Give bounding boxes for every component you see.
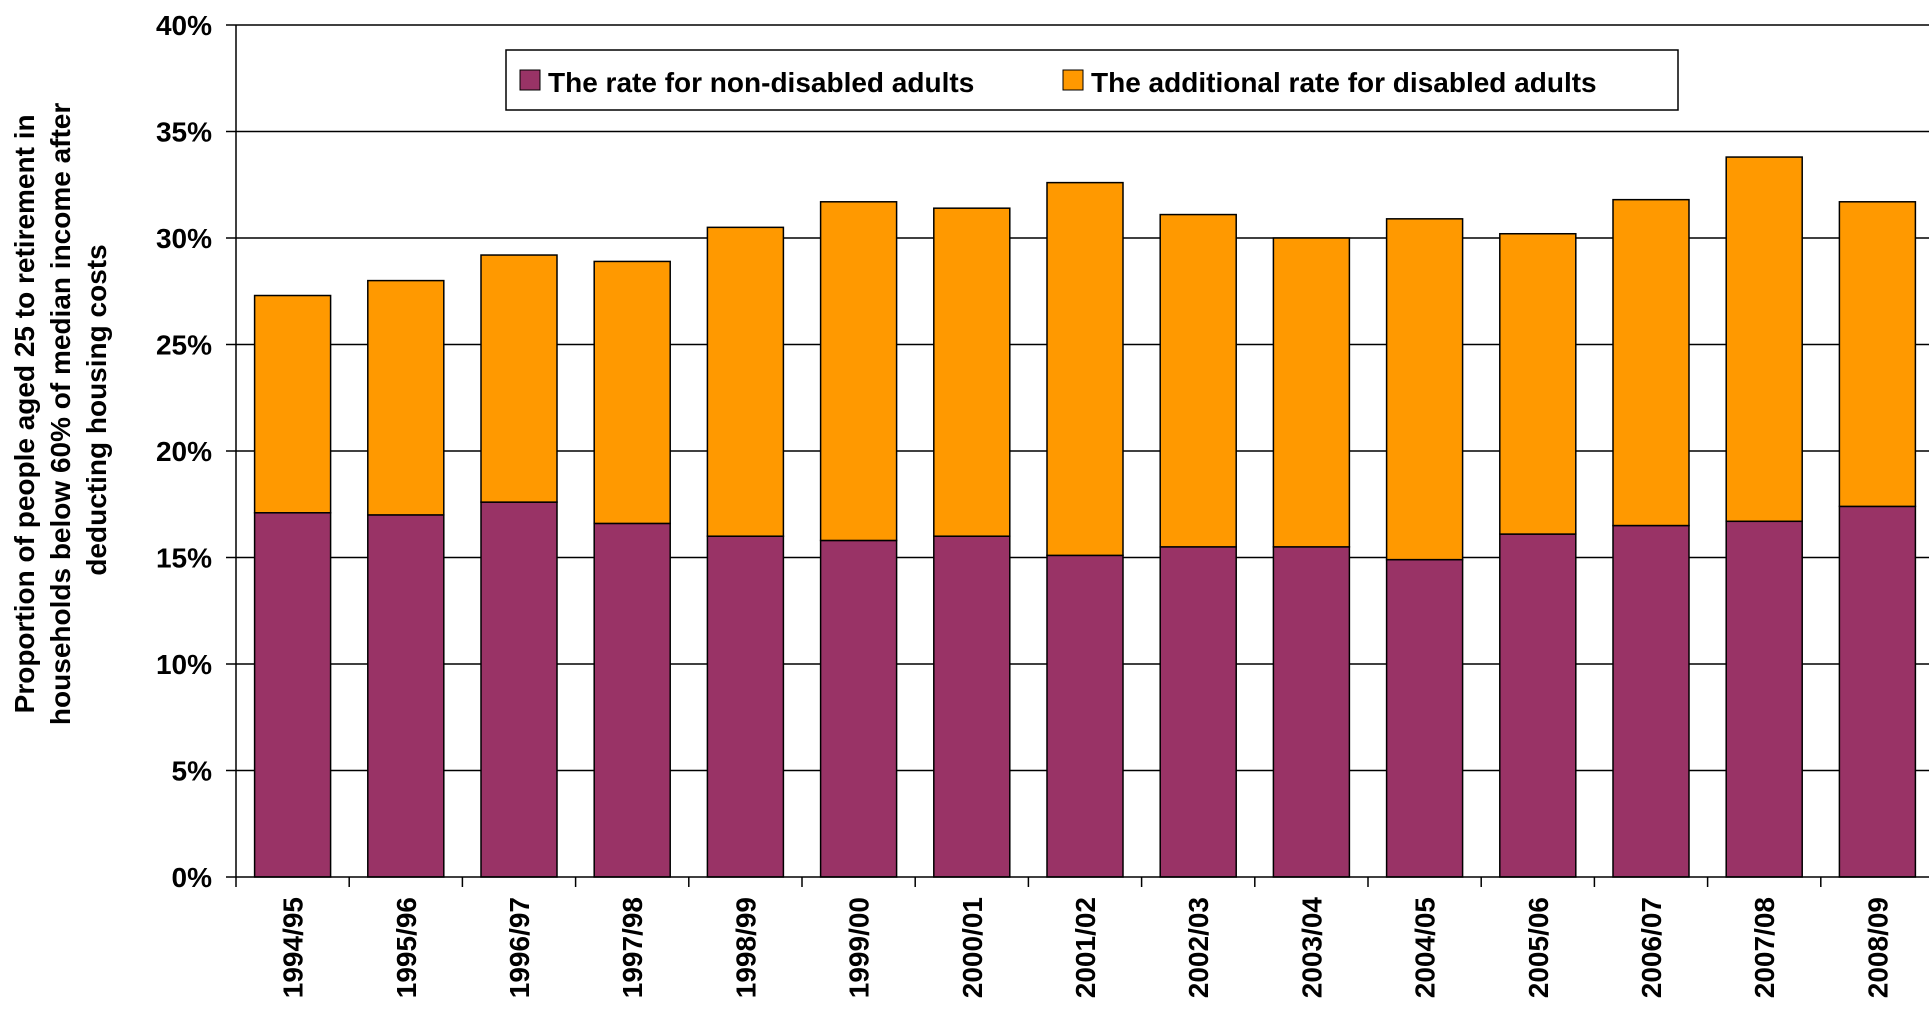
bar-segment-disabled-additional	[367, 279, 445, 516]
svg-text:Proportion of people aged 25 t: Proportion of people aged 25 to retireme…	[9, 95, 112, 725]
bar-segment-non-disabled	[1725, 520, 1803, 878]
bar-segment-non-disabled	[593, 522, 671, 878]
x-tick-label: 1997/98	[617, 897, 648, 998]
bar-segment-non-disabled	[706, 535, 785, 878]
y-tick-label: 5%	[172, 756, 213, 787]
y-tick-label: 25%	[156, 330, 212, 361]
bar-segment-disabled-additional	[593, 260, 671, 525]
legend-box	[505, 49, 1679, 111]
y-axis-title-line-3: deducting housing costs	[81, 244, 112, 575]
bar-segment-non-disabled	[367, 514, 445, 878]
bar-segment-disabled-additional	[819, 201, 898, 542]
bars	[253, 156, 1917, 878]
y-tick-label: 40%	[156, 10, 212, 41]
x-tick-label: 2001/02	[1070, 897, 1101, 998]
y-tick-label: 30%	[156, 223, 212, 254]
bar-segment-disabled-additional	[706, 226, 785, 537]
bar-segment-non-disabled	[1046, 554, 1124, 878]
bar-segment-disabled-additional	[1385, 218, 1464, 561]
bar-segment-disabled-additional	[933, 207, 1011, 537]
bar-segment-non-disabled	[1385, 558, 1464, 878]
bar-segment-non-disabled	[1838, 505, 1917, 878]
x-tick-label: 1998/99	[730, 897, 761, 998]
x-tick-label: 2002/03	[1183, 897, 1214, 998]
x-tick-label: 2005/06	[1523, 897, 1554, 998]
bar-segment-non-disabled	[480, 501, 558, 878]
bar-segment-non-disabled	[253, 512, 332, 878]
axes	[226, 24, 1929, 887]
bar-segment-non-disabled	[1159, 546, 1237, 878]
bar-segment-disabled-additional	[1838, 201, 1917, 508]
x-tick-label: 2007/08	[1749, 897, 1780, 998]
bar-segment-disabled-additional	[1499, 232, 1577, 535]
x-tick-label: 2006/07	[1636, 897, 1667, 998]
bar-segment-disabled-additional	[1046, 181, 1124, 557]
bar-segment-disabled-additional	[1159, 213, 1237, 548]
bar-segment-disabled-additional	[1725, 156, 1803, 523]
bar-segment-non-disabled	[1612, 524, 1690, 878]
y-axis-title-line-2: households below 60% of median income af…	[45, 103, 76, 725]
legend-label-non-disabled: The rate for non-disabled adults	[548, 67, 974, 98]
x-tick-label: 2004/05	[1410, 897, 1441, 998]
legend-label-disabled: The additional rate for disabled adults	[1091, 67, 1597, 98]
bar-segment-disabled-additional	[480, 254, 558, 503]
legend: The rate for non-disabled adults The add…	[505, 49, 1679, 111]
legend-swatch-non-disabled	[519, 69, 541, 91]
x-tick-labels: 1994/95 1995/96 1996/97 1997/98 1998/99 1999/…	[278, 897, 1894, 999]
x-tick-label: 2000/01	[957, 897, 988, 998]
x-tick-label: 1999/00	[844, 897, 875, 998]
y-tick-label: 35%	[156, 117, 212, 148]
bar-segment-non-disabled	[1499, 533, 1577, 878]
bar-segment-disabled-additional	[253, 294, 332, 514]
bar-segment-disabled-additional	[1272, 237, 1351, 548]
bar-segment-non-disabled	[819, 539, 898, 878]
x-tick-label: 2008/09	[1862, 897, 1893, 998]
y-tick-label: 10%	[156, 649, 212, 680]
x-tick-label: 1996/97	[504, 897, 535, 998]
bar-segment-disabled-additional	[1612, 198, 1690, 527]
y-tick-label: 0%	[172, 862, 213, 893]
x-tick-label: 2003/04	[1296, 897, 1327, 999]
y-tick-label: 15%	[156, 543, 212, 574]
y-tick-label: 20%	[156, 436, 212, 467]
legend-swatch-disabled	[1062, 69, 1084, 91]
x-tick-label: 1994/95	[278, 897, 309, 998]
x-tick-label: 1995/96	[391, 897, 422, 998]
y-axis-title-line-1: Proportion of people aged 25 to retireme…	[9, 114, 40, 713]
y-axis-title: Proportion of people aged 25 to retireme…	[9, 95, 112, 725]
y-tick-labels: 0% 5% 10% 15% 20% 25% 30% 35% 40%	[156, 10, 212, 893]
bar-segment-non-disabled	[933, 535, 1011, 878]
bar-segment-non-disabled	[1272, 546, 1351, 878]
